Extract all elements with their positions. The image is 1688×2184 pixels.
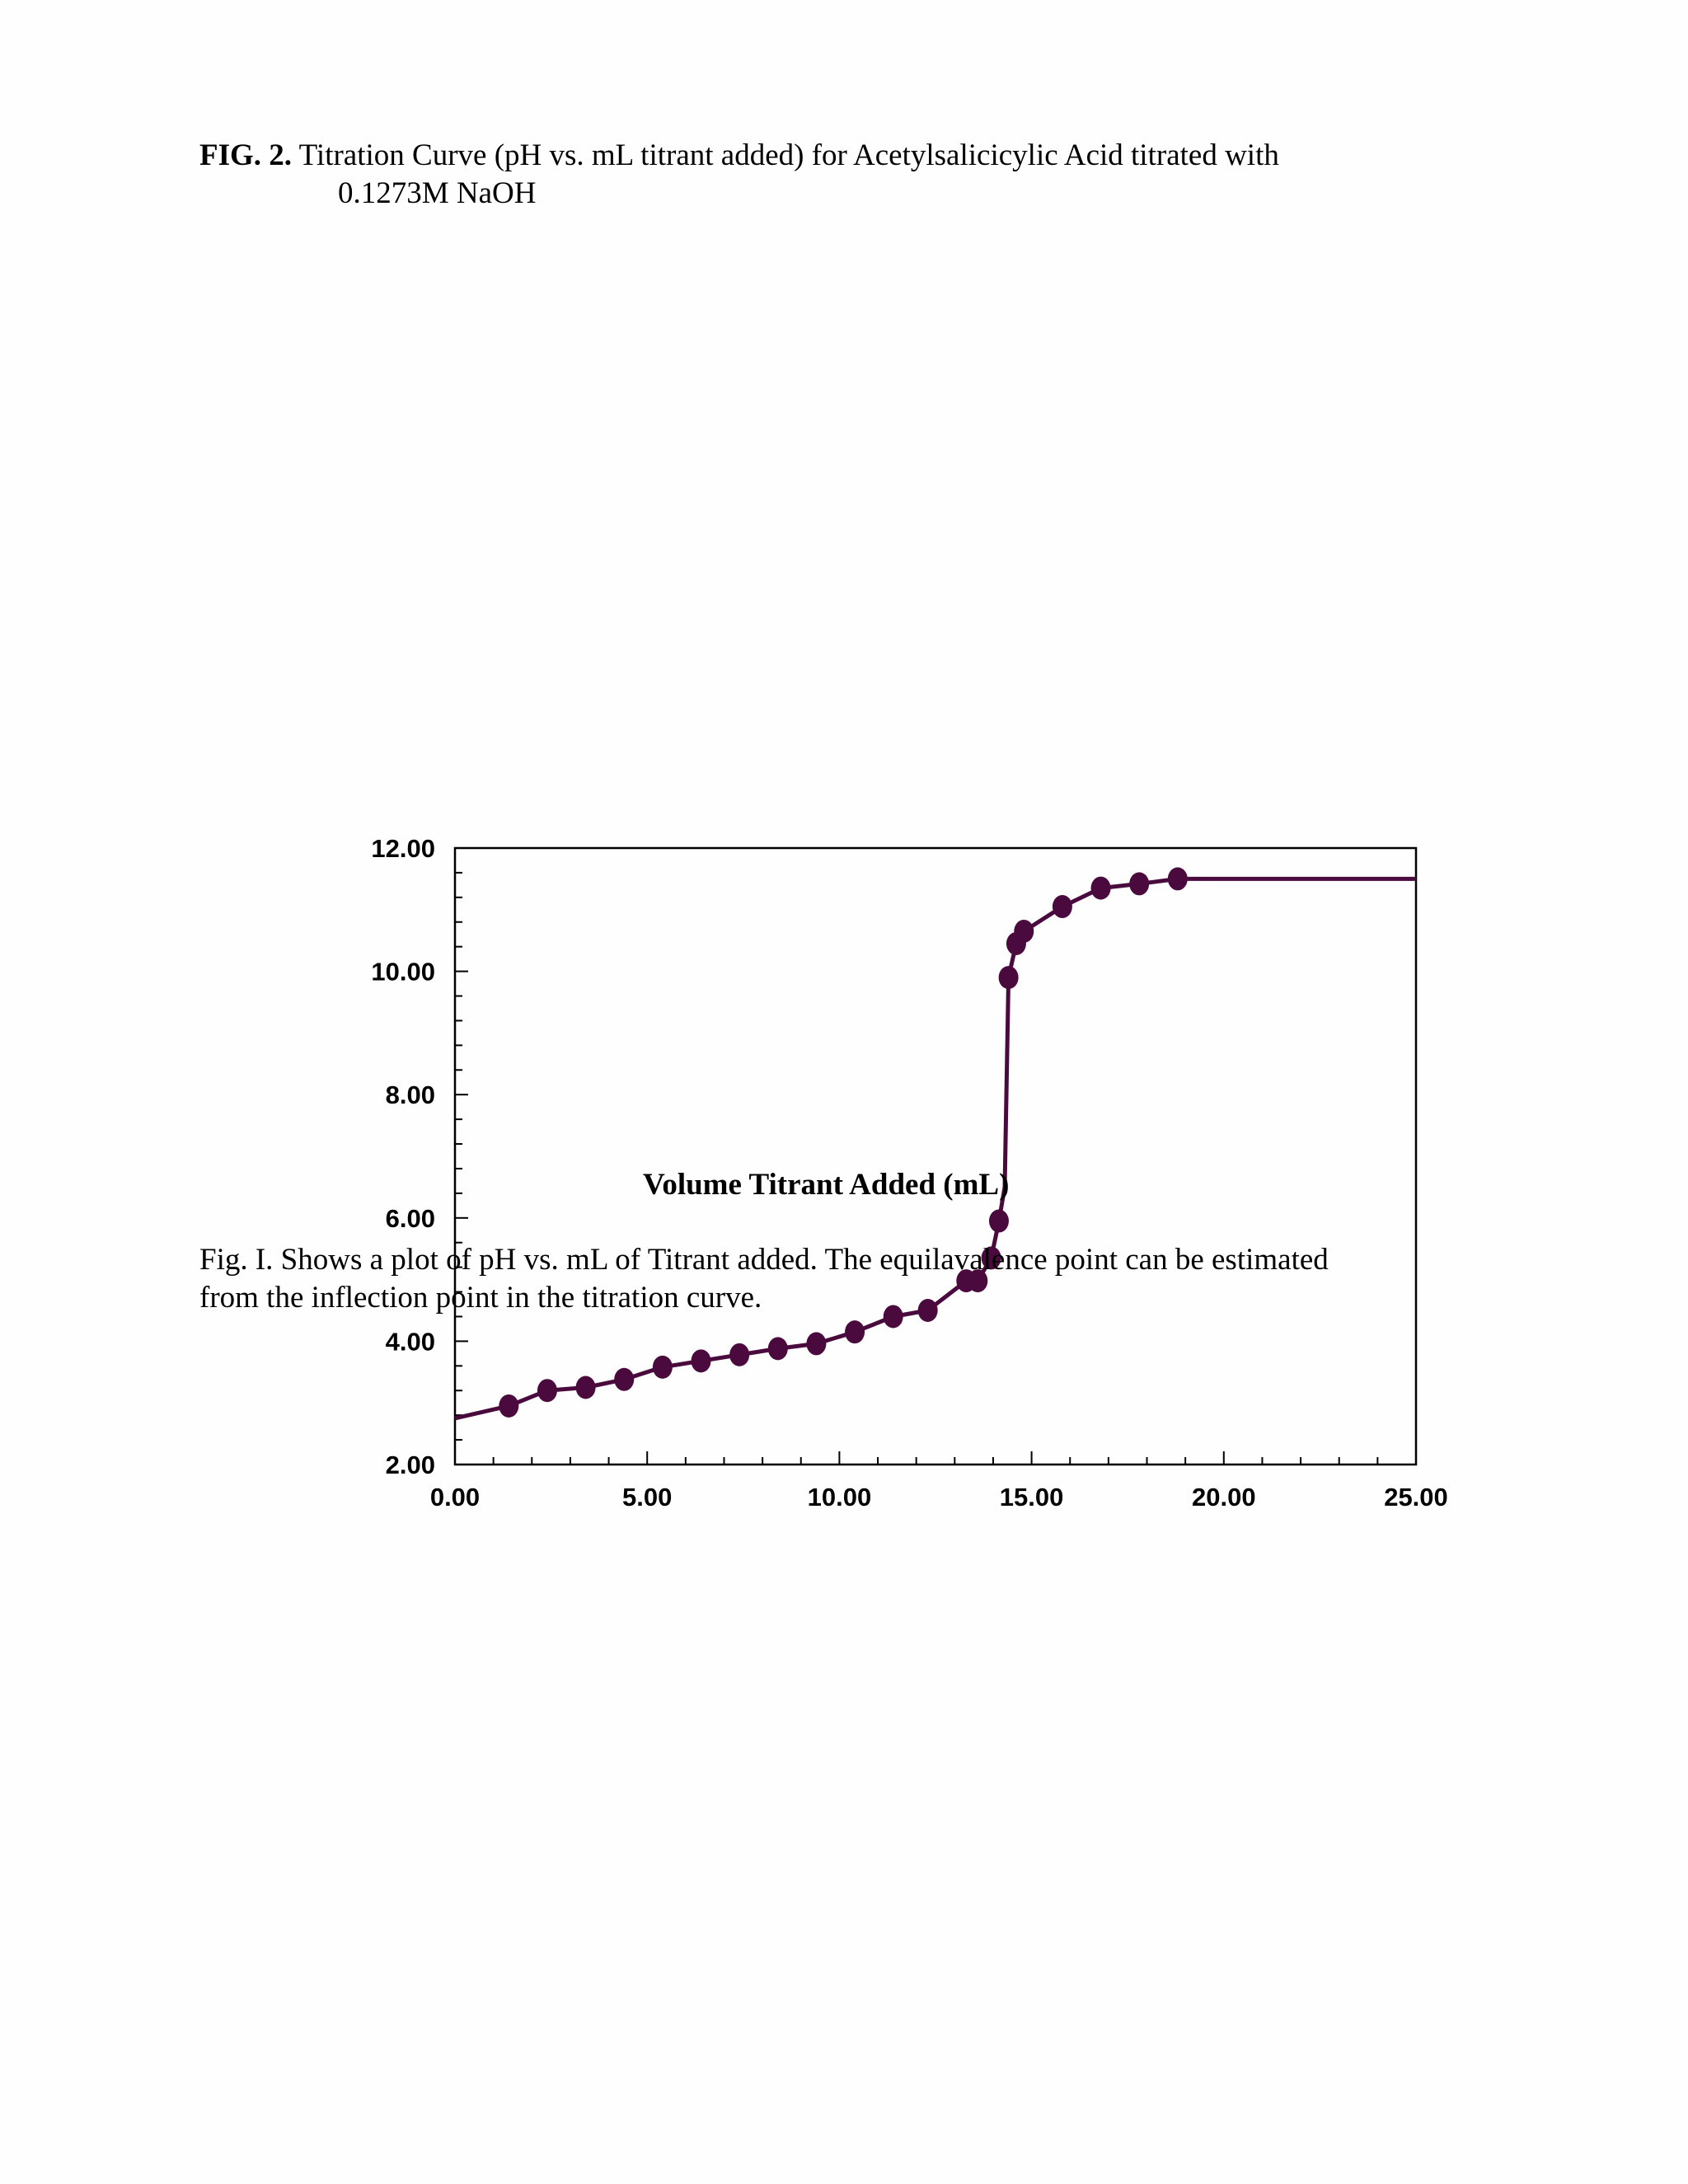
figure-caption-line2: 0.1273M NaOH xyxy=(338,176,537,210)
y-tick-label: 12.00 xyxy=(371,834,435,863)
y-tick-label: 10.00 xyxy=(371,958,435,987)
figure-note-line2: from the inflection point in the titrati… xyxy=(199,1281,762,1315)
data-point xyxy=(883,1305,903,1329)
data-point xyxy=(968,1269,988,1293)
x-tick-label: 20.00 xyxy=(1192,1483,1256,1511)
y-tick-labels: 2.00 4.00 6.00 8.00 10.00 12.00 xyxy=(371,834,435,1479)
y-tick-label: 6.00 xyxy=(386,1204,435,1233)
curve-layer xyxy=(454,876,1416,1421)
data-point xyxy=(1052,895,1072,919)
data-point xyxy=(691,1349,711,1373)
data-point xyxy=(981,1246,1001,1270)
figure-caption: FIG. 2. Titration Curve (pH vs. mL titra… xyxy=(199,137,1485,213)
titration-curve-line xyxy=(454,876,1416,1421)
data-point xyxy=(652,1355,673,1379)
data-point xyxy=(988,1209,1009,1233)
data-point xyxy=(1014,919,1034,943)
data-point xyxy=(1167,867,1188,891)
figure-note: Fig. I. Shows a plot of pH vs. mL of Tit… xyxy=(199,1241,1502,1317)
x-tick-labels: 0.00 5.00 10.00 15.00 20.00 25.00 xyxy=(430,1483,1448,1511)
x-axis-label: Volume Titrant Added (mL) xyxy=(643,1168,1010,1202)
data-point xyxy=(614,1367,635,1391)
data-point xyxy=(845,1320,865,1344)
figure-note-line1: Fig. I. Shows a plot of pH vs. mL of Tit… xyxy=(199,1243,1329,1277)
chart-axes xyxy=(453,846,1418,1466)
data-point xyxy=(537,1379,557,1403)
x-tick-label: 15.00 xyxy=(1000,1483,1064,1511)
data-point xyxy=(1129,872,1150,896)
x-tick-label: 5.00 xyxy=(622,1483,672,1511)
figure-label: FIG. 2. xyxy=(199,138,293,172)
data-point xyxy=(767,1337,788,1361)
y-tick-label: 8.00 xyxy=(386,1080,435,1109)
data-point xyxy=(806,1332,827,1356)
plot-frame xyxy=(453,846,1418,1466)
data-point xyxy=(917,1299,938,1322)
x-tick-label: 0.00 xyxy=(430,1483,480,1511)
data-point xyxy=(575,1376,596,1399)
data-point xyxy=(1090,876,1111,900)
y-tick-label: 4.00 xyxy=(386,1327,435,1356)
figure-caption-line1: Titration Curve (pH vs. mL titrant added… xyxy=(298,138,1279,172)
y-tick-label: 2.00 xyxy=(386,1451,435,1479)
x-tick-label: 25.00 xyxy=(1384,1483,1448,1511)
data-point xyxy=(729,1343,750,1366)
points-layer xyxy=(499,867,1188,1418)
data-point xyxy=(998,966,1019,990)
x-tick-label: 10.00 xyxy=(808,1483,872,1511)
data-point xyxy=(499,1394,519,1418)
